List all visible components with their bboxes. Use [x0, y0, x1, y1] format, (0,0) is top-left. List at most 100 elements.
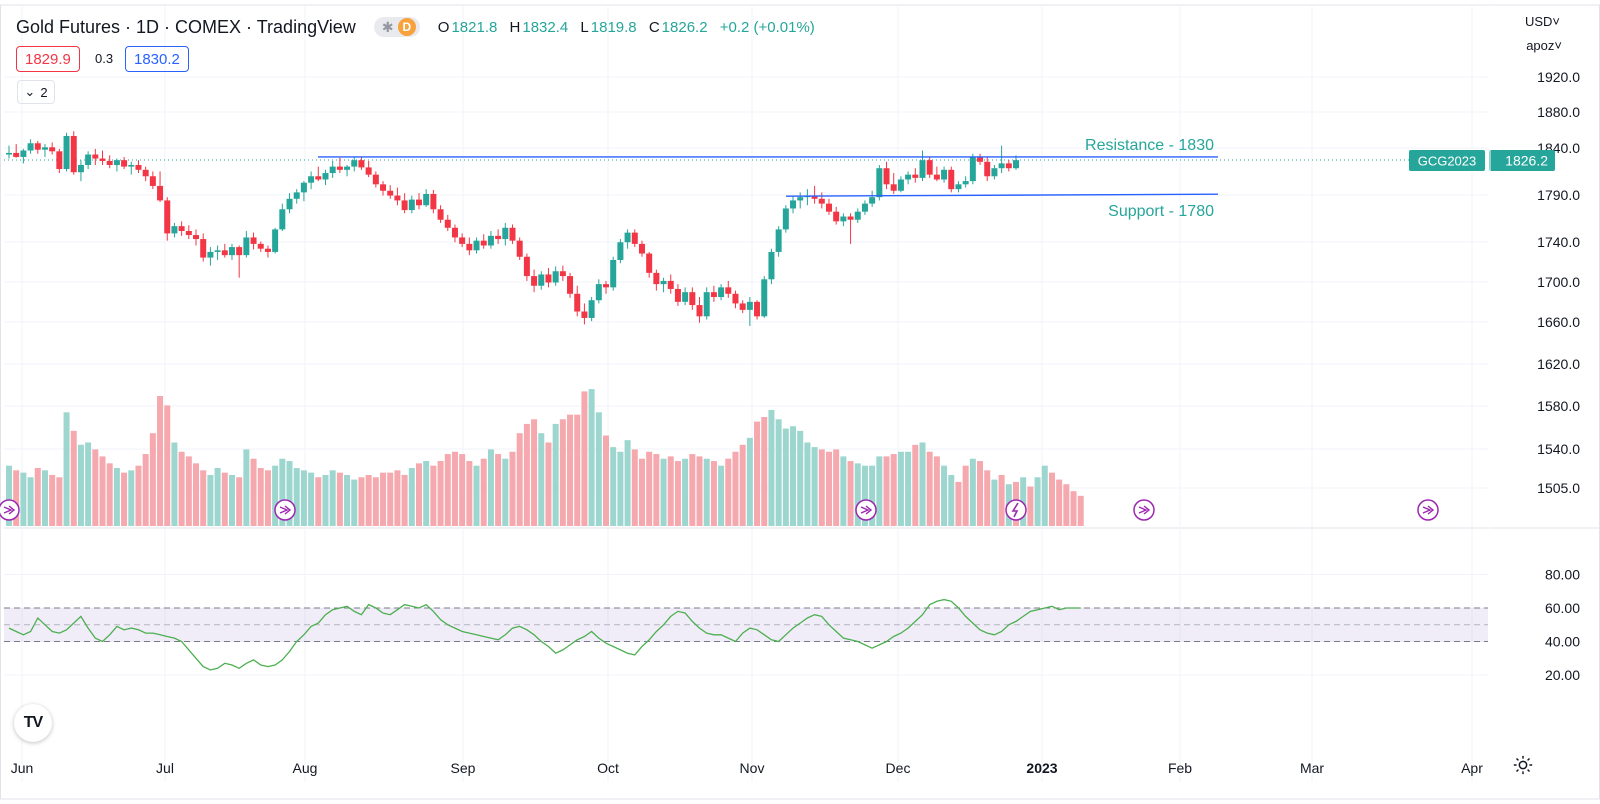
asterisk-icon: ✱	[381, 18, 394, 35]
volume-bar	[250, 458, 257, 526]
volume-bar	[387, 472, 394, 526]
candle-body	[674, 288, 681, 302]
candle-body	[847, 216, 854, 220]
candle-body	[408, 199, 415, 211]
candle-body	[523, 256, 530, 277]
candle-body	[631, 232, 638, 244]
volume-bar	[257, 468, 264, 526]
candle-body	[610, 259, 617, 288]
volume-bar	[718, 465, 725, 526]
volume-bar	[804, 442, 811, 526]
volume-bar	[552, 423, 559, 526]
candle-body	[962, 181, 969, 185]
volume-bar	[926, 451, 933, 526]
sell-price-button[interactable]: 1829.9	[16, 46, 80, 72]
volume-bar	[955, 481, 962, 526]
candle-body	[257, 243, 264, 249]
candle-body	[854, 211, 861, 220]
time-tick-label: Jun	[11, 760, 34, 776]
volume-bar	[293, 468, 300, 526]
candle-body	[883, 168, 890, 185]
candle-body	[703, 292, 710, 317]
candle-body	[221, 250, 228, 256]
candle-body	[531, 276, 538, 286]
volume-bar	[890, 454, 897, 526]
candle-body	[459, 237, 466, 244]
candle-body	[818, 198, 825, 204]
chevron-down-icon: ˅	[1554, 38, 1562, 53]
volume-bar	[171, 442, 178, 526]
last-price-box	[1489, 150, 1555, 171]
event-circle	[274, 499, 296, 521]
volume-bar	[480, 458, 487, 526]
candle-body	[178, 226, 185, 232]
volume-bar	[876, 456, 883, 526]
volume-bar	[638, 458, 645, 526]
volume-bar	[531, 419, 538, 526]
volume-bar	[969, 458, 976, 526]
candle-body	[574, 293, 581, 312]
volume-bar	[538, 433, 545, 526]
volume-bar	[264, 470, 271, 526]
price-tick-label: 1620.0	[1537, 356, 1580, 372]
candle-body	[286, 198, 293, 210]
volume-bar	[682, 458, 689, 526]
chart-border	[0, 4, 1600, 800]
volume-bar	[761, 416, 768, 526]
candle-body	[164, 200, 171, 234]
volume-bar	[1048, 472, 1055, 526]
volume-bar	[962, 465, 969, 526]
volume-bar	[77, 444, 84, 526]
volume-bar	[351, 479, 358, 526]
spread-value: 0.3	[95, 50, 114, 66]
time-tick-label: 2023	[1026, 760, 1057, 776]
candle-body	[869, 197, 876, 204]
unit-selector[interactable]: apoz˅	[1526, 38, 1562, 53]
buy-price-button[interactable]: 1830.2	[125, 46, 189, 72]
volume-bar	[423, 461, 430, 526]
candle-body	[365, 167, 372, 175]
indicators-collapse-button[interactable]: ⌄ 2	[17, 80, 55, 104]
volume-bar	[646, 451, 653, 526]
support-line	[785, 193, 1219, 197]
candle-body	[689, 292, 696, 306]
volume-bar	[545, 442, 552, 526]
volume-bar	[725, 458, 732, 526]
ohlc-close-key: C	[648, 18, 660, 36]
volume-bar	[754, 421, 761, 526]
candle-body	[905, 174, 912, 180]
volume-bar	[63, 412, 70, 526]
volume-bar	[308, 472, 315, 526]
candle-body	[250, 237, 257, 244]
gear-icon[interactable]	[1512, 754, 1534, 776]
currency-selector[interactable]: USD˅	[1525, 14, 1560, 29]
volume-bar	[178, 451, 185, 526]
candle-body	[451, 227, 458, 238]
candle-body	[998, 163, 1005, 169]
volume-bar	[790, 426, 797, 526]
volume-bar	[696, 456, 703, 526]
price-tick-label: 1660.0	[1537, 314, 1580, 330]
candle-body	[718, 287, 725, 298]
volume-bar	[329, 470, 336, 526]
candle-body	[157, 185, 164, 201]
tradingview-logo-icon[interactable]: TV	[14, 704, 52, 742]
candle-body	[228, 247, 235, 256]
time-tick-label: Feb	[1168, 760, 1192, 776]
time-tick-label: Aug	[293, 760, 318, 776]
candle-body	[300, 182, 307, 193]
candle-body	[387, 190, 394, 196]
candle-body	[34, 143, 41, 150]
volume-bar	[358, 477, 365, 526]
volume-bar	[1077, 495, 1084, 526]
volume-bar	[495, 454, 502, 526]
volume-bar	[1070, 491, 1077, 526]
interval-badge[interactable]: ✱ D	[373, 17, 420, 37]
flash-glyph	[1011, 502, 1019, 518]
candle-body	[948, 169, 955, 190]
time-tick-label: Sep	[451, 760, 476, 776]
volume-bar	[106, 463, 113, 526]
event-marker-icon	[855, 499, 877, 521]
